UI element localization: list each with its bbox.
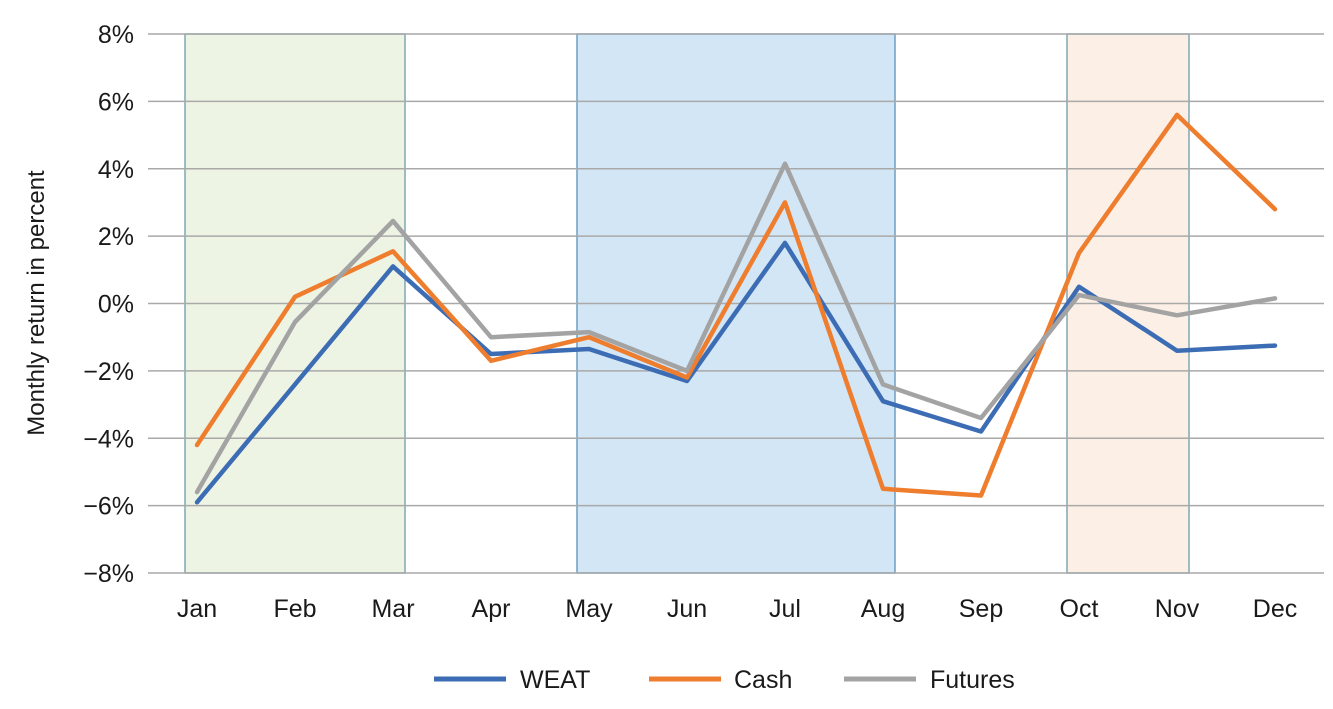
x-tick-label: Apr: [472, 595, 511, 623]
legend: WEAT Cash Futures: [434, 666, 1015, 694]
x-tick-label: Sep: [959, 595, 1003, 623]
y-axis-label: Monthly return in percent: [23, 170, 50, 436]
y-tick-label: 2%: [98, 223, 134, 251]
x-tick-label: Dec: [1253, 595, 1297, 623]
legend-label-futures: Futures: [930, 666, 1015, 694]
legend-label-cash: Cash: [734, 666, 792, 694]
x-tick-labels: Jan Feb Mar Apr May Jun Jul Aug Sep Oct Nov Dec: [177, 595, 1297, 623]
x-tick-label: Mar: [371, 595, 414, 623]
y-tick-label: −2%: [83, 358, 134, 386]
x-tick-label: Nov: [1155, 595, 1200, 623]
gridlines: [148, 33, 1324, 574]
x-tick-label: Jul: [769, 595, 801, 623]
x-tick-label: Aug: [861, 595, 905, 623]
series-line-cash: [194, 112, 1278, 498]
y-tick-label: 0%: [98, 291, 134, 319]
series-line-futures: [194, 161, 1278, 495]
x-tick-label: Jun: [667, 595, 707, 623]
y-tick-label: 6%: [98, 88, 134, 116]
x-tick-label: Jan: [177, 595, 217, 623]
y-tick-label: −6%: [83, 493, 134, 521]
y-tick-label: −4%: [83, 425, 134, 453]
y-tick-labels: 8% 6% 4% 2% 0% −2% −4% −6% −8%: [83, 21, 134, 588]
x-tick-label: Feb: [273, 595, 316, 623]
x-tick-label: May: [565, 595, 613, 623]
series-lines: [194, 112, 1278, 505]
y-tick-label: −8%: [83, 560, 134, 588]
x-tick-label: Oct: [1060, 595, 1099, 623]
y-tick-label: 4%: [98, 156, 134, 184]
legend-label-weat: WEAT: [520, 666, 590, 694]
y-tick-label: 8%: [98, 21, 134, 49]
